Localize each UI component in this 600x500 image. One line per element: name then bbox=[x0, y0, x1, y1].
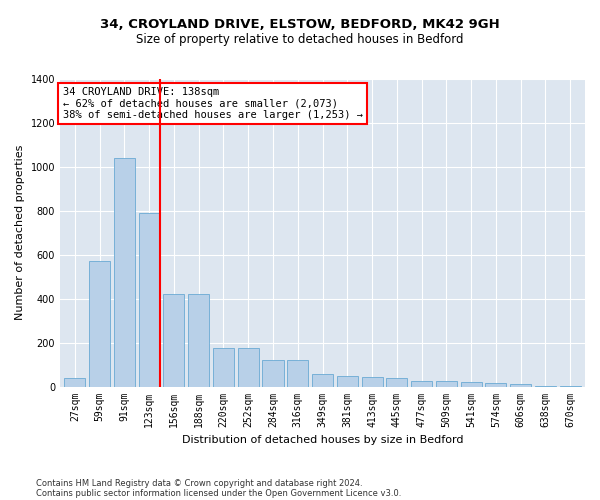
Bar bbox=[262, 360, 284, 386]
Bar bbox=[362, 376, 383, 386]
Bar bbox=[163, 294, 184, 386]
Text: Contains HM Land Registry data © Crown copyright and database right 2024.: Contains HM Land Registry data © Crown c… bbox=[36, 478, 362, 488]
Bar bbox=[461, 382, 482, 386]
Text: Size of property relative to detached houses in Bedford: Size of property relative to detached ho… bbox=[136, 32, 464, 46]
Y-axis label: Number of detached properties: Number of detached properties bbox=[15, 145, 25, 320]
Text: 34, CROYLAND DRIVE, ELSTOW, BEDFORD, MK42 9GH: 34, CROYLAND DRIVE, ELSTOW, BEDFORD, MK4… bbox=[100, 18, 500, 30]
Bar bbox=[287, 360, 308, 386]
Bar bbox=[485, 384, 506, 386]
X-axis label: Distribution of detached houses by size in Bedford: Distribution of detached houses by size … bbox=[182, 435, 463, 445]
Text: Contains public sector information licensed under the Open Government Licence v3: Contains public sector information licen… bbox=[36, 488, 401, 498]
Bar bbox=[510, 384, 531, 386]
Bar bbox=[337, 376, 358, 386]
Bar bbox=[213, 348, 234, 387]
Bar bbox=[188, 294, 209, 386]
Bar bbox=[238, 348, 259, 387]
Bar bbox=[386, 378, 407, 386]
Bar bbox=[114, 158, 135, 386]
Bar bbox=[139, 213, 160, 386]
Bar bbox=[312, 374, 333, 386]
Text: 34 CROYLAND DRIVE: 138sqm
← 62% of detached houses are smaller (2,073)
38% of se: 34 CROYLAND DRIVE: 138sqm ← 62% of detac… bbox=[62, 86, 362, 120]
Bar bbox=[411, 381, 432, 386]
Bar bbox=[436, 381, 457, 386]
Bar bbox=[89, 262, 110, 386]
Bar bbox=[64, 378, 85, 386]
